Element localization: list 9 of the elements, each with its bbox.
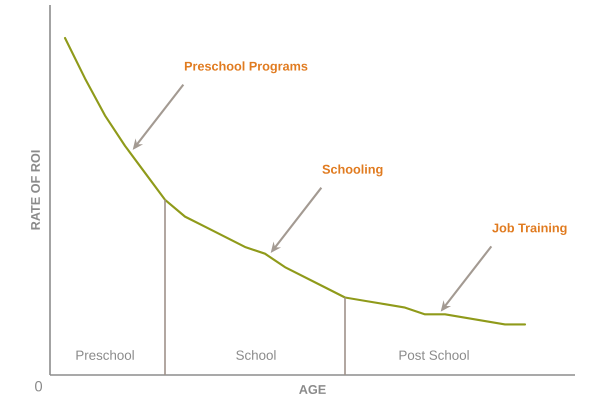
annotation: Schooling — [322, 164, 382, 176]
annotation: School — [236, 350, 276, 360]
text: 0 — [35, 381, 42, 392]
y-axis-title: RATE OF ROI — [30, 150, 40, 230]
annotation: Post School — [400, 350, 469, 360]
x-axis-title: AGE — [299, 385, 326, 394]
annotation: Job Training — [492, 223, 567, 235]
annotation: Preschool — [76, 350, 134, 360]
annotation: Preschool Programs — [184, 61, 308, 74]
